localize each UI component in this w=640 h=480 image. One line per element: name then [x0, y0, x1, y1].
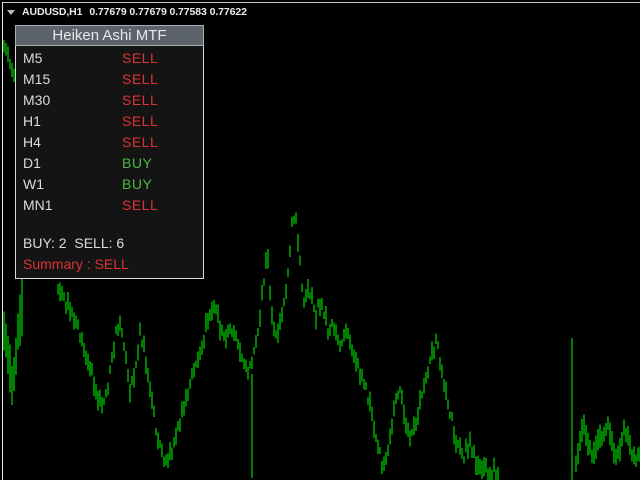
timeframe-row-m30: M30 SELL: [16, 90, 203, 111]
signal-value: BUY: [122, 176, 153, 192]
window-frame-left: [2, 2, 3, 480]
timeframe-label: M5: [23, 50, 43, 66]
signal-value: SELL: [122, 71, 159, 87]
timeframe-signal-list: M5 SELL M15 SELL M30 SELL H1 SELL H4 SEL…: [16, 48, 203, 216]
signal-value: SELL: [122, 113, 159, 129]
timeframe-row-mn1: MN1 SELL: [16, 195, 203, 216]
timeframe-label: M15: [23, 71, 51, 87]
timeframe-row-h1: H1 SELL: [16, 111, 203, 132]
signal-value: SELL: [122, 92, 159, 108]
timeframe-row-w1: W1 BUY: [16, 174, 203, 195]
timeframe-row-d1: D1 BUY: [16, 153, 203, 174]
timeframe-label: W1: [23, 176, 44, 192]
signal-value: SELL: [122, 197, 159, 213]
timeframe-label: M30: [23, 92, 51, 108]
buy-sell-counts: BUY: 2 SELL: 6: [23, 235, 125, 251]
timeframe-label: MN1: [23, 197, 53, 213]
timeframe-label: H1: [23, 113, 41, 129]
chart-title-bar[interactable]: AUDUSD,H1 0.77679 0.77679 0.77583 0.7762…: [3, 4, 640, 20]
ohlc-values: 0.77679 0.77679 0.77583 0.77622: [89, 6, 247, 18]
indicator-panel: Heiken Ashi MTF M5 SELL M15 SELL M30 SEL…: [15, 25, 204, 279]
timeframe-label: D1: [23, 155, 41, 171]
signal-value: SELL: [122, 134, 159, 150]
price-bars: [3, 40, 640, 480]
window-frame-top: [2, 2, 640, 3]
summary-line: Summary : SELL: [23, 256, 129, 272]
indicator-panel-header[interactable]: Heiken Ashi MTF: [15, 25, 204, 46]
indicator-title: Heiken Ashi MTF: [52, 27, 167, 44]
chevron-down-icon: [7, 9, 15, 15]
timeframe-row-m5: M5 SELL: [16, 48, 203, 69]
timeframe-row-m15: M15 SELL: [16, 69, 203, 90]
symbol-period-label: AUDUSD,H1: [22, 6, 83, 18]
signal-value: BUY: [122, 155, 153, 171]
timeframe-label: H4: [23, 134, 41, 150]
timeframe-row-h4: H4 SELL: [16, 132, 203, 153]
signal-value: SELL: [122, 50, 159, 66]
